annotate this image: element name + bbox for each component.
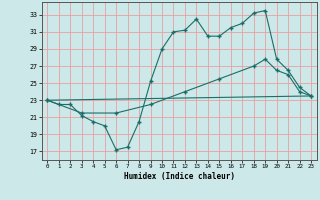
X-axis label: Humidex (Indice chaleur): Humidex (Indice chaleur) bbox=[124, 172, 235, 181]
